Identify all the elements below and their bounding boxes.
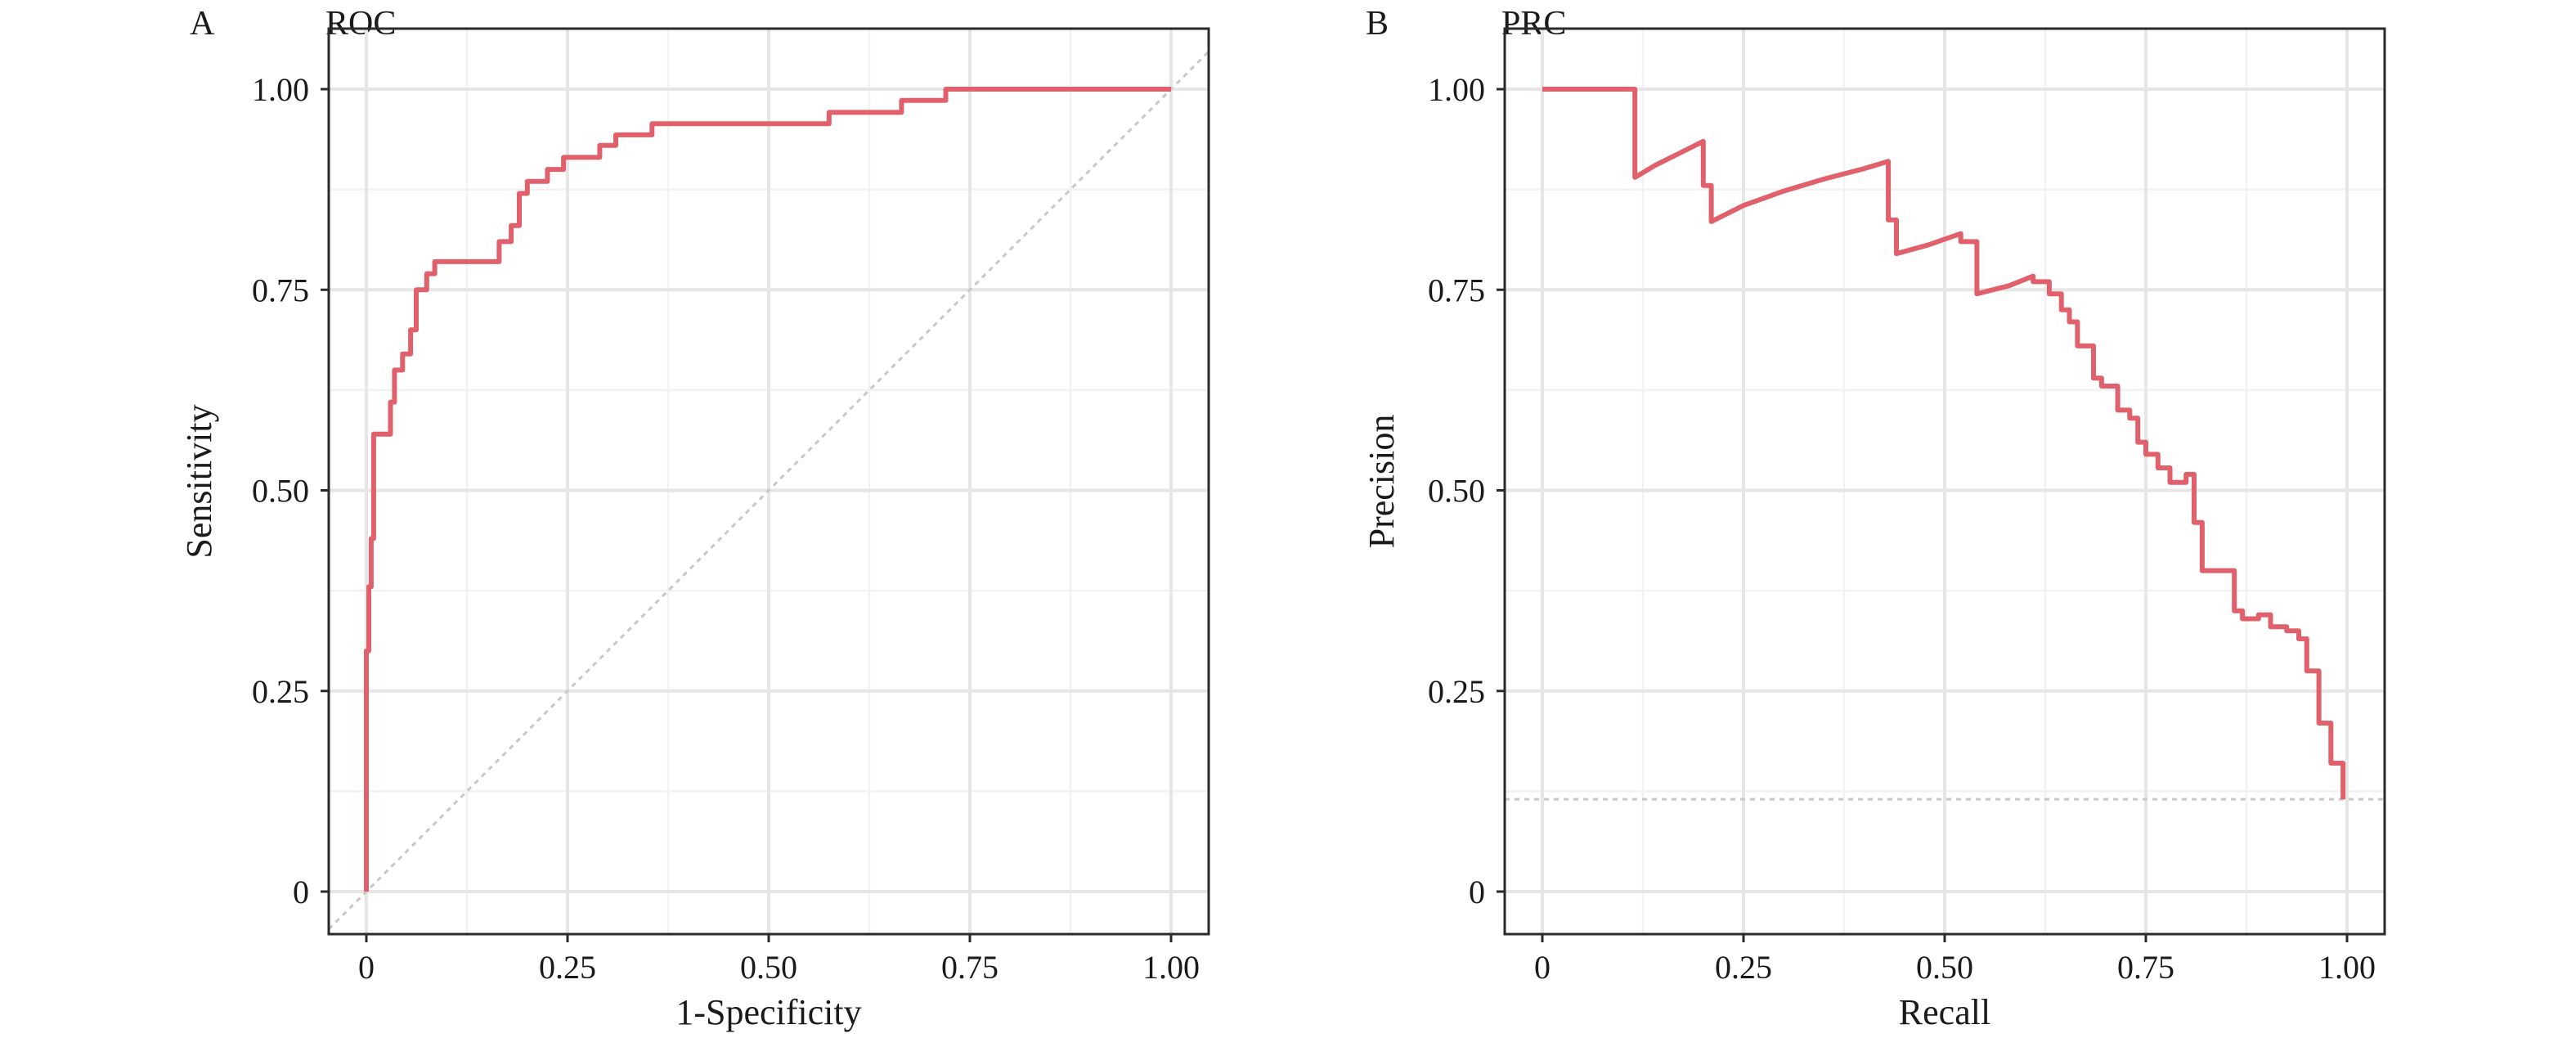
roc-x-tick-label: 0.25 <box>539 949 596 986</box>
prc-y-axis-title: Precision <box>1362 415 1402 549</box>
roc-x-tick-label: 0.50 <box>740 949 797 986</box>
roc-grid <box>329 29 1209 934</box>
roc-x-tick-label: 1.00 <box>1142 949 1200 986</box>
prc-curve <box>1542 87 2346 800</box>
prc-y-tick-label: 0.25 <box>1428 673 1485 710</box>
prc-x-axis-title: Recall <box>1899 992 1990 1032</box>
prc-y-tick-label: 0 <box>1469 874 1485 910</box>
prc-x-tick-label: 0.75 <box>2117 949 2174 986</box>
roc-x-axis-title: 1-Specificity <box>675 992 861 1032</box>
roc-x-axis: 0 0.25 0.50 0.75 1.00 <box>358 934 1200 986</box>
roc-reference-diagonal <box>327 51 1210 930</box>
roc-x-tick-label: 0 <box>358 949 375 986</box>
roc-y-tick-label: 0.25 <box>252 673 309 710</box>
prc-x-tick-label: 0 <box>1534 949 1551 986</box>
roc-y-tick-label: 0.50 <box>252 473 309 510</box>
prc-x-tick-label: 0.25 <box>1715 949 1772 986</box>
roc-y-tick-label: 0 <box>293 874 309 910</box>
roc-chart-title: ROC <box>325 5 396 43</box>
prc-y-tick-label: 0.75 <box>1428 272 1485 308</box>
panel-letter-a: A <box>190 5 215 43</box>
prc-y-tick-label: 1.00 <box>1428 71 1485 108</box>
prc-panel: B PRC 0 0.25 0.50 0.75 1.00 0 0.25 0.50 0.75 1.0… <box>1362 5 2386 1032</box>
prc-chart-title: PRC <box>1501 5 1566 43</box>
roc-y-tick-label: 1.00 <box>252 71 309 108</box>
roc-y-axis: 0 0.25 0.50 0.75 1.00 <box>252 71 329 910</box>
roc-panel: A ROC 0 0.25 0.50 0.75 1.00 0 0.25 0.50 0.75 1.0… <box>179 5 1210 1032</box>
prc-x-tick-label: 0.50 <box>1916 949 1973 986</box>
panel-letter-b: B <box>1366 5 1389 43</box>
prc-x-axis: 0 0.25 0.50 0.75 1.00 <box>1534 934 2376 986</box>
roc-y-tick-label: 0.75 <box>252 272 309 308</box>
roc-x-tick-label: 0.75 <box>941 949 999 986</box>
prc-y-tick-label: 0.50 <box>1428 473 1485 510</box>
prc-grid <box>1505 29 2385 934</box>
roc-curve <box>364 87 1171 892</box>
prc-y-axis: 0 0.25 0.50 0.75 1.00 <box>1428 71 1505 910</box>
prc-x-tick-label: 1.00 <box>2318 949 2376 986</box>
roc-y-axis-title: Sensitivity <box>179 404 219 558</box>
